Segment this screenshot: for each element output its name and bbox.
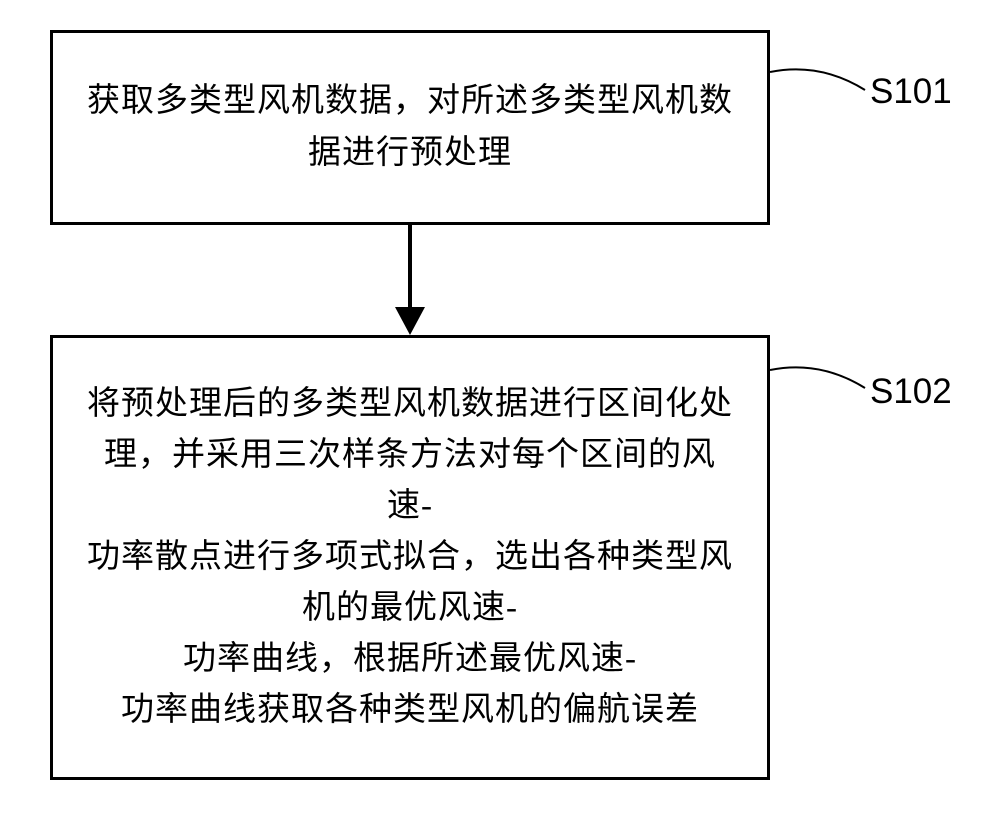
- box-1-text: 获取多类型风机数据，对所述多类型风机数据进行预处理: [83, 76, 737, 178]
- arrow-head: [395, 307, 425, 335]
- flowchart-box-2: 将预处理后的多类型风机数据进行区间化处理，并采用三次样条方法对每个区间的风速- …: [50, 335, 770, 780]
- label-s101: S101: [870, 72, 952, 112]
- label-s102: S102: [870, 372, 952, 412]
- flowchart-container: 获取多类型风机数据，对所述多类型风机数据进行预处理 S101 将预处理后的多类型…: [0, 0, 1000, 831]
- connector-curve-1: [770, 62, 870, 102]
- arrow-1: [400, 225, 420, 335]
- flowchart-box-1: 获取多类型风机数据，对所述多类型风机数据进行预处理: [50, 30, 770, 225]
- connector-curve-2: [770, 360, 870, 400]
- arrow-line: [408, 225, 412, 310]
- box-2-text: 将预处理后的多类型风机数据进行区间化处理，并采用三次样条方法对每个区间的风速- …: [83, 379, 737, 737]
